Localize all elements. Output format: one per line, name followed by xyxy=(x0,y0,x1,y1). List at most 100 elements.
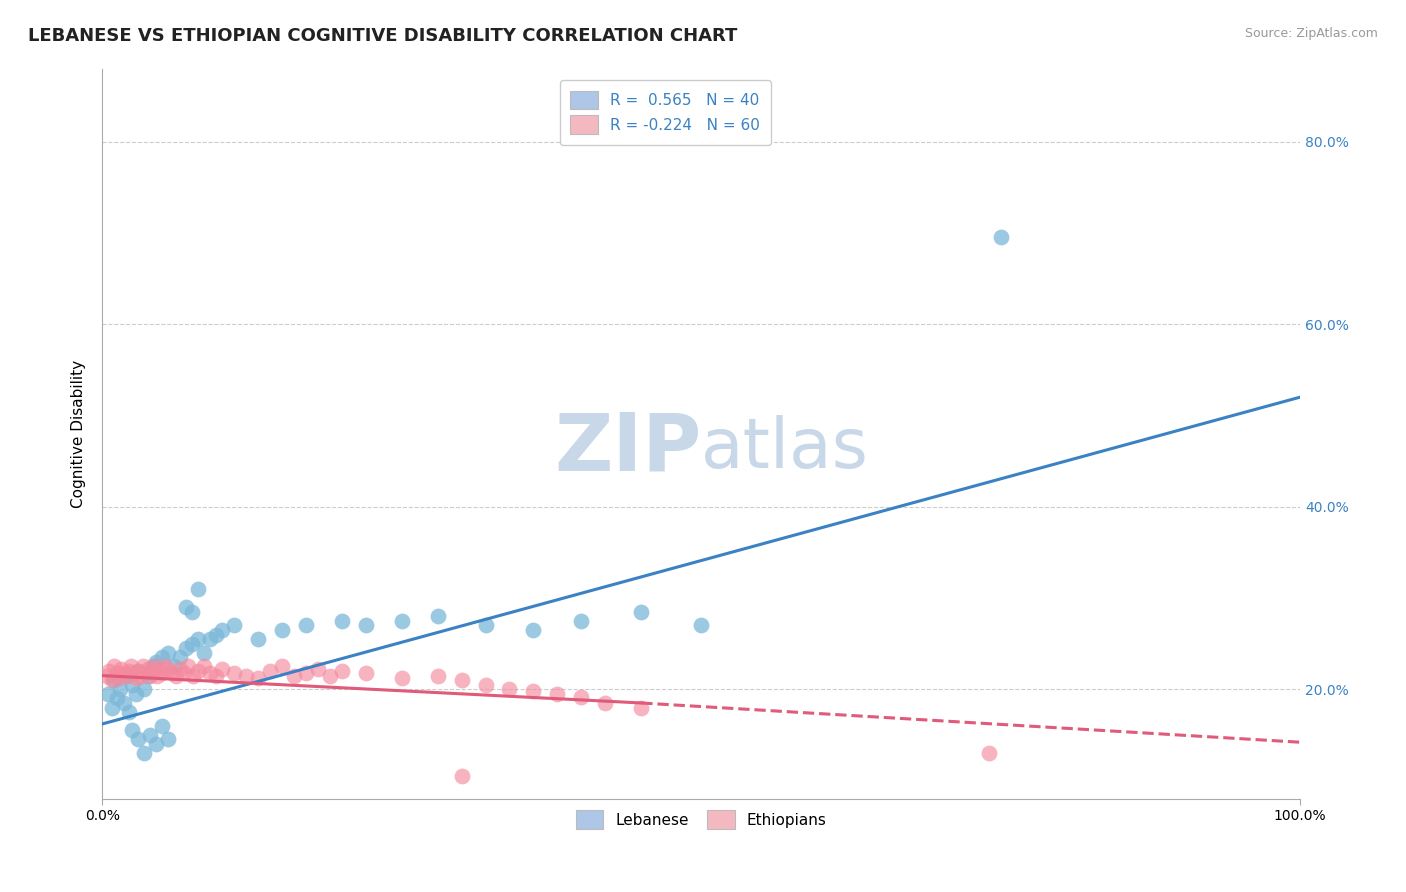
Point xyxy=(121,723,143,738)
Point xyxy=(112,696,135,710)
Point xyxy=(149,664,172,678)
Point xyxy=(193,646,215,660)
Point xyxy=(98,664,121,678)
Point xyxy=(141,664,163,678)
Point xyxy=(181,605,204,619)
Point xyxy=(198,632,221,646)
Point xyxy=(160,665,183,680)
Point xyxy=(522,684,544,698)
Point xyxy=(146,668,169,682)
Point xyxy=(115,668,138,682)
Point xyxy=(235,668,257,682)
Point xyxy=(125,687,148,701)
Point xyxy=(391,671,413,685)
Point xyxy=(193,659,215,673)
Point xyxy=(117,664,139,678)
Point xyxy=(319,668,342,682)
Point xyxy=(108,682,131,697)
Point xyxy=(105,665,128,680)
Point xyxy=(187,632,209,646)
Point xyxy=(169,662,191,676)
Point xyxy=(330,664,353,678)
Point xyxy=(101,700,124,714)
Point xyxy=(295,665,318,680)
Point xyxy=(169,650,191,665)
Point xyxy=(307,662,329,676)
Point xyxy=(120,659,142,673)
Point xyxy=(283,668,305,682)
Point xyxy=(498,682,520,697)
Point xyxy=(136,668,159,682)
Point xyxy=(246,671,269,685)
Point xyxy=(136,662,159,676)
Point xyxy=(181,668,204,682)
Point xyxy=(546,687,568,701)
Point xyxy=(198,665,221,680)
Point xyxy=(134,682,156,697)
Point xyxy=(150,719,173,733)
Point xyxy=(595,696,617,710)
Point xyxy=(145,737,167,751)
Point xyxy=(222,618,245,632)
Point xyxy=(354,618,377,632)
Text: LEBANESE VS ETHIOPIAN COGNITIVE DISABILITY CORRELATION CHART: LEBANESE VS ETHIOPIAN COGNITIVE DISABILI… xyxy=(28,27,738,45)
Point xyxy=(105,691,128,706)
Point xyxy=(426,668,449,682)
Point xyxy=(205,668,228,682)
Point xyxy=(450,673,472,688)
Point xyxy=(143,659,166,673)
Point xyxy=(141,659,163,673)
Point xyxy=(122,665,145,680)
Point xyxy=(101,673,124,688)
Point xyxy=(157,646,180,660)
Point xyxy=(211,623,233,637)
Point xyxy=(173,665,195,680)
Point xyxy=(270,623,292,637)
Point xyxy=(115,668,138,682)
Point xyxy=(977,746,1000,760)
Point xyxy=(522,623,544,637)
Point xyxy=(157,732,180,747)
Point xyxy=(174,641,197,656)
Point xyxy=(97,687,120,701)
Point xyxy=(569,690,592,704)
Point xyxy=(174,600,197,615)
Point xyxy=(474,618,496,632)
Point xyxy=(110,662,132,676)
Point xyxy=(177,659,200,673)
Point xyxy=(181,637,204,651)
Point xyxy=(103,673,125,688)
Point xyxy=(211,662,233,676)
Point xyxy=(391,614,413,628)
Point xyxy=(259,664,281,678)
Point xyxy=(630,605,652,619)
Point xyxy=(246,632,269,646)
Point xyxy=(127,664,149,678)
Point xyxy=(166,668,188,682)
Point xyxy=(139,728,162,742)
Point xyxy=(330,614,353,628)
Point xyxy=(129,668,152,682)
Point xyxy=(108,671,131,685)
Point xyxy=(990,230,1012,244)
Point xyxy=(295,618,318,632)
Point xyxy=(125,671,148,685)
Point xyxy=(450,769,472,783)
Point xyxy=(103,659,125,673)
Point xyxy=(112,665,135,680)
Y-axis label: Cognitive Disability: Cognitive Disability xyxy=(72,359,86,508)
Point xyxy=(127,732,149,747)
Text: atlas: atlas xyxy=(702,415,869,482)
Point xyxy=(270,659,292,673)
Point xyxy=(474,678,496,692)
Point xyxy=(222,665,245,680)
Point xyxy=(157,662,180,676)
Point xyxy=(205,627,228,641)
Point xyxy=(426,609,449,624)
Point xyxy=(630,700,652,714)
Point xyxy=(187,664,209,678)
Point xyxy=(354,665,377,680)
Point xyxy=(163,659,186,673)
Point xyxy=(121,678,143,692)
Point xyxy=(134,665,156,680)
